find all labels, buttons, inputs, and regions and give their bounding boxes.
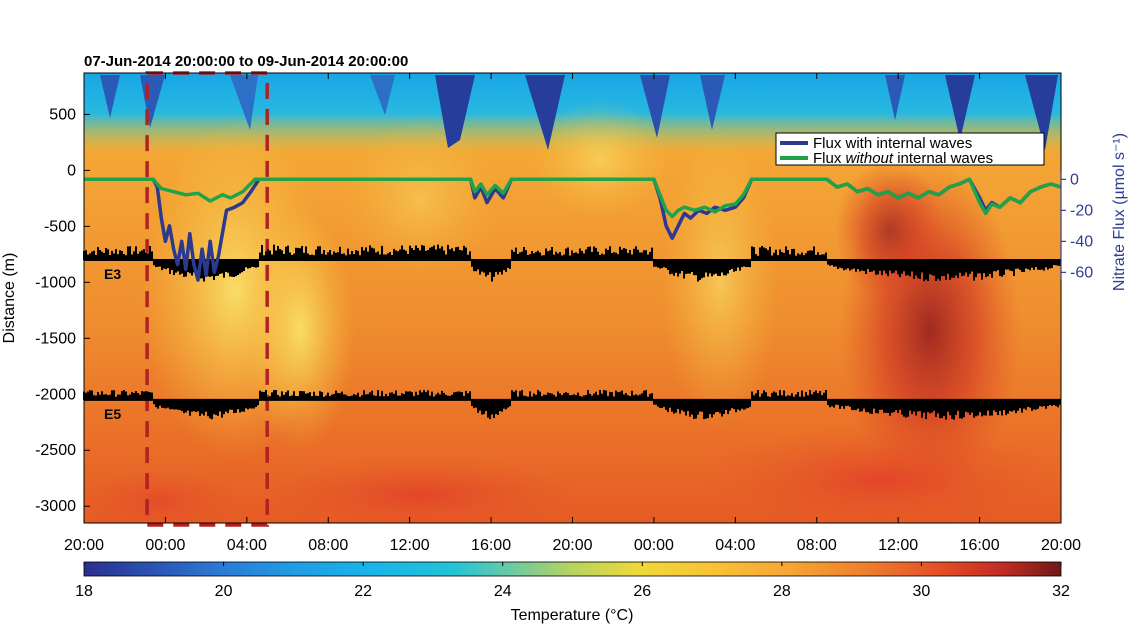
y-tick-label: -1500 — [35, 330, 76, 347]
colorbar — [83, 561, 1062, 577]
x-tick-label: 04:00 — [715, 537, 755, 554]
colorbar-tick-label: 26 — [633, 583, 651, 600]
legend-label-without: Flux without internal waves — [813, 150, 993, 167]
y-tick-label: -1000 — [35, 274, 76, 291]
x-tick-label: 16:00 — [471, 537, 511, 554]
x-tick-label: 08:00 — [308, 537, 348, 554]
y2-axis: 0 -20 -40 -60 — [1060, 171, 1093, 281]
colorbar-label: Temperature (°C) — [511, 607, 634, 624]
colorbar-tick-label: 18 — [75, 583, 93, 600]
y-tick-label: 0 — [67, 162, 76, 179]
legend: Flux with internal waves Flux without in… — [775, 132, 1045, 167]
colorbar-tick-label: 20 — [215, 583, 233, 600]
x-tick-label: 00:00 — [145, 537, 185, 554]
colorbar-tick-label: 30 — [913, 583, 931, 600]
x-axis: 20:00 00:00 04:00 08:00 12:00 16:00 20:00 00:00… — [64, 73, 1081, 554]
y-tick-label: 500 — [49, 106, 76, 123]
y-tick-label: -3000 — [35, 498, 76, 515]
chart-title: 07-Jun-2014 20:00:00 to 09-Jun-2014 20:0… — [84, 53, 408, 70]
flux-without-internal-waves-line — [84, 177, 1062, 219]
y2-tick-label: -20 — [1070, 202, 1093, 219]
mooring-label-e5: E5 — [104, 406, 121, 422]
x-tick-label: 08:00 — [797, 537, 837, 554]
x-tick-label: 20:00 — [64, 537, 104, 554]
x-tick-label: 04:00 — [227, 537, 267, 554]
y2-tick-label: -40 — [1070, 233, 1093, 250]
mooring-bars-e3 — [83, 244, 1061, 282]
y-tick-label: -2500 — [35, 442, 76, 459]
x-tick-label: 16:00 — [960, 537, 1000, 554]
x-tick-label: 20:00 — [1041, 537, 1081, 554]
colorbar-tick-label: 22 — [354, 583, 372, 600]
x-tick-label: 12:00 — [878, 537, 918, 554]
y-tick-label: -2000 — [35, 386, 76, 403]
y2-axis-label: Nitrate Flux (µmol s⁻¹) — [1111, 133, 1128, 291]
x-tick-label: 12:00 — [390, 537, 430, 554]
y-axis-label: Distance (m) — [1, 253, 18, 344]
colorbar-tick-label: 28 — [773, 583, 791, 600]
y2-tick-label: -60 — [1070, 264, 1093, 281]
x-tick-label: 00:00 — [634, 537, 674, 554]
legend-label-with: Flux with internal waves — [813, 135, 972, 152]
x-tick-label: 20:00 — [552, 537, 592, 554]
colorbar-ticks: 18 20 22 24 26 28 30 32 — [75, 562, 1070, 600]
colorbar-tick-label: 32 — [1052, 583, 1070, 600]
y-axis: 500 0 -500 -1000 -1500 -2000 -2500 -3000 — [35, 106, 90, 515]
mooring-label-e3: E3 — [104, 266, 121, 282]
colorbar-tick-label: 24 — [494, 583, 512, 600]
y2-tick-label: 0 — [1070, 171, 1079, 188]
y-tick-label: -500 — [44, 218, 76, 235]
